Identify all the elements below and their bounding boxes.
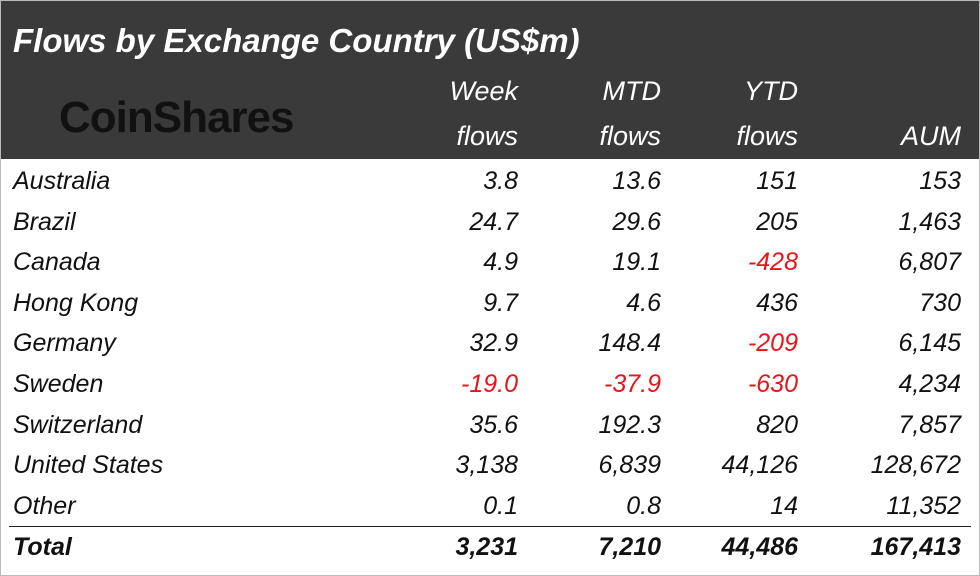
column-header: flows <box>456 121 518 151</box>
country-cell: Brazil <box>13 207 76 236</box>
value-cell: 151 <box>756 167 798 195</box>
value-cell: 4.9 <box>483 248 518 277</box>
value-cell: 730 <box>919 288 961 317</box>
country-cell: Switzerland <box>13 410 143 439</box>
value-cell: 35.6 <box>469 410 518 439</box>
value-cell: 436 <box>756 288 798 317</box>
value-cell: 820 <box>756 410 798 439</box>
country-cell: Canada <box>13 248 101 277</box>
column-header: YTD <box>744 76 798 106</box>
country-cell: Germany <box>13 329 116 358</box>
value-cell: 6,839 <box>598 451 661 480</box>
total-cell: 7,210 <box>598 533 661 561</box>
value-cell: 128,672 <box>870 451 961 480</box>
total-cell: 3,231 <box>455 533 518 561</box>
total-cell: 44,486 <box>721 533 798 561</box>
value-cell: 19.1 <box>612 248 661 277</box>
column-header: flows <box>736 121 798 151</box>
value-cell: -209 <box>747 329 798 358</box>
value-cell: -630 <box>747 370 798 398</box>
value-cell: 44,126 <box>721 451 798 480</box>
value-cell: 7,857 <box>898 410 961 439</box>
value-cell: 0.1 <box>483 491 518 520</box>
total-rule <box>9 526 971 527</box>
value-cell: 9.7 <box>483 288 518 317</box>
country-cell: United States <box>13 451 164 480</box>
column-header: MTD <box>602 76 661 106</box>
column-header: Week <box>449 76 518 106</box>
value-cell: 1,463 <box>898 207 961 236</box>
value-cell: 4.6 <box>626 288 661 317</box>
header-band <box>1 1 979 159</box>
country-cell: Australia <box>13 167 111 195</box>
value-cell: 6,807 <box>898 248 961 277</box>
value-cell: -428 <box>747 248 798 277</box>
value-cell: 153 <box>919 167 961 195</box>
value-cell: 24.7 <box>469 207 518 236</box>
value-cell: 11,352 <box>886 491 961 520</box>
total-cell: 167,413 <box>870 533 961 561</box>
value-cell: 148.4 <box>598 329 661 358</box>
column-header: flows <box>599 121 661 151</box>
value-cell: 205 <box>756 207 798 236</box>
total-label: Total <box>13 533 72 561</box>
value-cell: 29.6 <box>612 207 661 236</box>
value-cell: 3,138 <box>455 451 518 480</box>
title: Flows by Exchange Country (US$m) <box>13 22 580 59</box>
country-cell: Sweden <box>13 370 104 398</box>
value-cell: 13.6 <box>612 167 661 195</box>
value-cell: 192.3 <box>598 410 661 439</box>
value-cell: -37.9 <box>604 370 661 398</box>
value-cell: 3.8 <box>483 167 518 195</box>
value-cell: 32.9 <box>469 329 518 358</box>
column-header: AUM <box>901 121 961 151</box>
value-cell: 4,234 <box>898 370 961 398</box>
country-cell: Hong Kong <box>13 288 139 317</box>
country-cell: Other <box>13 491 76 520</box>
value-cell: 0.8 <box>626 491 661 520</box>
value-cell: -19.0 <box>461 370 518 398</box>
logo: CoinShares <box>59 93 295 142</box>
value-cell: 14 <box>770 491 798 520</box>
value-cell: 6,145 <box>898 329 961 358</box>
